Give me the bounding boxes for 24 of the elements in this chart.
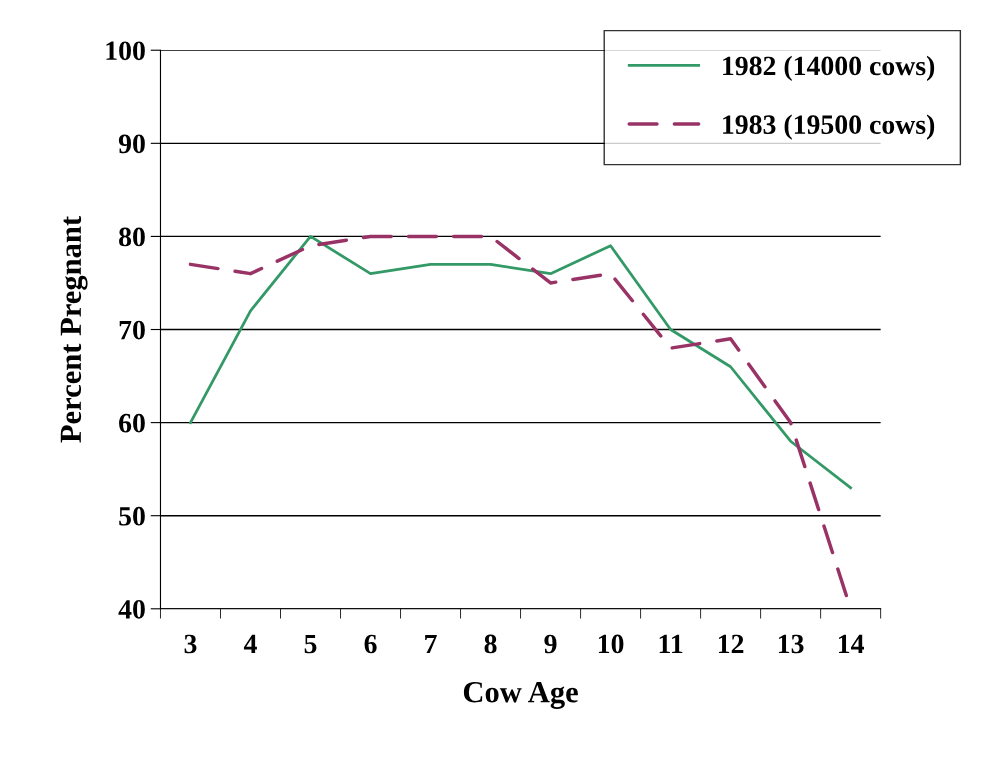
- x-axis-title: Cow Age: [463, 681, 578, 709]
- x-tick-label: 4: [243, 634, 257, 654]
- x-tick-label: 5: [304, 634, 317, 654]
- line-series: [189, 235, 853, 490]
- x-tick-label: 9: [544, 634, 557, 654]
- x-tick-label: 7: [425, 634, 437, 654]
- y-tick-label: 100: [106, 41, 145, 61]
- legend-label: 1982 (14000 cows): [723, 55, 935, 81]
- x-tick-label: 8: [484, 634, 497, 654]
- x-tick-label: 14: [838, 634, 864, 654]
- x-tick-label: 11: [659, 634, 683, 654]
- y-tick-label: 40: [118, 599, 145, 619]
- x-tick-label: 10: [598, 634, 624, 654]
- x-tick-label: 12: [718, 634, 744, 654]
- y-tick-label: 50: [119, 506, 145, 526]
- x-tick-label: 13: [778, 634, 804, 654]
- legend-label: 1983 (19500 cows): [723, 114, 935, 140]
- y-tick-label: 80: [119, 227, 145, 247]
- y-tick-label: 60: [119, 413, 145, 433]
- x-tick-label: 6: [364, 634, 377, 654]
- x-tick-label: 3: [184, 634, 197, 654]
- y-axis-title: Percent Pregnant: [60, 216, 88, 443]
- y-tick-label: 90: [118, 134, 145, 154]
- y-tick-label: 70: [119, 320, 145, 340]
